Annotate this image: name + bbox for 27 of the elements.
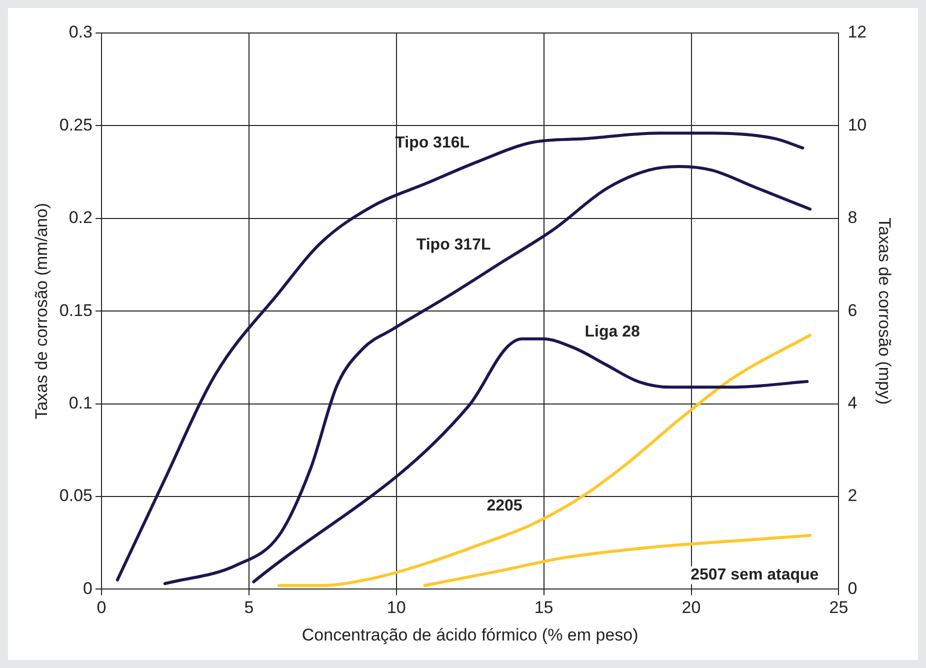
y-tick-label: 0.2 xyxy=(68,208,92,228)
x-tick-label: 25 xyxy=(829,598,848,618)
y-tick-label: 0 xyxy=(83,578,92,598)
x-tick-label: 5 xyxy=(244,598,254,618)
y-axis-title: Taxas de corrosão (mm/ano) xyxy=(32,202,51,420)
y2-tick-label: 2 xyxy=(848,486,858,506)
y2-tick-label: 4 xyxy=(848,393,858,412)
y2-tick-label: 6 xyxy=(848,300,858,320)
x-tick-label: 15 xyxy=(534,598,554,618)
y2-tick-label: 0 xyxy=(848,578,858,598)
y-tick-label: 0.15 xyxy=(59,300,92,320)
series-label: Liga 28 xyxy=(584,324,640,341)
x-tick-label: 0 xyxy=(96,598,106,618)
y2-axis-title: Taxas de corrosão (mpy) xyxy=(875,218,894,405)
x-tick-label: 10 xyxy=(386,598,406,618)
y-tick-label: 0.05 xyxy=(59,486,92,506)
x-tick-label: 20 xyxy=(682,598,701,618)
y2-tick-label: 8 xyxy=(848,208,858,228)
series-label: Tipo 317L xyxy=(416,236,491,254)
y2-tick-label: 10 xyxy=(848,115,867,134)
y-tick-label: 0.25 xyxy=(59,115,92,134)
annotation: 2507 sem ataque xyxy=(690,566,819,584)
y2-tick-label: 12 xyxy=(848,22,867,42)
series-label: 2205 xyxy=(486,498,522,515)
y-tick-label: 0.1 xyxy=(68,393,92,412)
x-axis-title: Concentração de ácido fórmico (% em peso) xyxy=(302,625,638,644)
y-tick-label: 0.3 xyxy=(68,22,92,42)
